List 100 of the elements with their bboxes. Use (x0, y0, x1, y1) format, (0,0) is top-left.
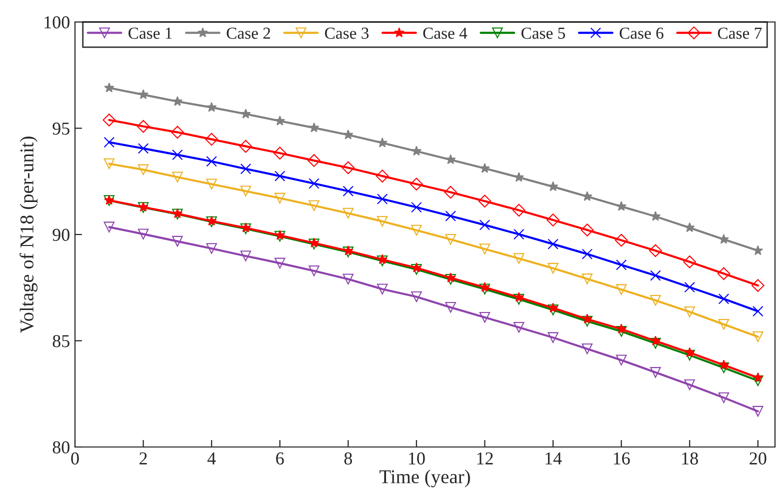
point (717, 267, 730, 280)
point (274, 116, 286, 126)
point (752, 245, 764, 256)
point (138, 228, 149, 240)
point (444, 186, 458, 199)
point (411, 202, 422, 213)
point (308, 265, 320, 276)
point (616, 201, 626, 211)
point (172, 172, 183, 183)
x-tick-label: 14 (546, 452, 562, 464)
point (614, 234, 628, 247)
point (616, 326, 627, 337)
point (548, 238, 558, 250)
x-tick-label: 0 (71, 452, 79, 465)
point (718, 294, 730, 304)
point (445, 302, 456, 313)
point (650, 211, 661, 221)
point (548, 262, 558, 274)
x-tick-label: 2 (140, 452, 147, 464)
point (514, 292, 524, 302)
point (172, 236, 183, 247)
x-tick-label: 8 (344, 452, 352, 465)
point (206, 156, 217, 167)
point (582, 274, 593, 284)
point (342, 161, 355, 174)
point (650, 336, 661, 346)
point (138, 89, 148, 100)
point (684, 350, 696, 361)
point (752, 375, 764, 386)
legend-label: Case 6 (620, 28, 664, 39)
point (616, 260, 627, 270)
point (239, 140, 252, 153)
point (718, 392, 730, 404)
point (582, 316, 593, 327)
point (138, 143, 149, 154)
x-tick-label: 18 (682, 452, 698, 465)
point (616, 354, 627, 366)
y-axis-title: Voltage of N18 (per-unit) (20, 136, 38, 333)
point (240, 186, 252, 197)
point (752, 406, 764, 417)
point (273, 146, 286, 160)
point (376, 216, 388, 227)
point (206, 243, 217, 254)
x-tick-label: 20 (750, 452, 766, 465)
point (546, 214, 560, 226)
point (616, 324, 626, 334)
legend-label: Case 4 (423, 28, 468, 39)
point (650, 338, 661, 349)
point (582, 343, 593, 354)
point (445, 154, 456, 164)
point (480, 282, 490, 292)
point (445, 234, 456, 245)
point (649, 244, 662, 258)
point (718, 360, 729, 370)
point (172, 149, 183, 160)
point (752, 279, 764, 292)
point (445, 272, 456, 282)
point (411, 262, 422, 272)
point (650, 294, 661, 306)
point (206, 178, 217, 190)
point (377, 138, 388, 148)
point (104, 136, 115, 148)
point (514, 322, 524, 333)
y-tick-label: 80 (52, 441, 70, 454)
point (104, 222, 115, 232)
point (479, 284, 490, 294)
point (136, 120, 150, 133)
point (171, 126, 184, 139)
legend-label: Case 3 (325, 28, 369, 39)
point (308, 154, 320, 167)
x-tick-label: 16 (614, 452, 630, 465)
legend-label: Case 7 (718, 28, 762, 39)
point (411, 224, 422, 236)
point (512, 204, 526, 217)
point (206, 102, 217, 112)
point (104, 82, 114, 92)
point (718, 319, 730, 330)
point (514, 228, 524, 240)
point (582, 314, 592, 324)
point (274, 192, 286, 204)
point (445, 274, 456, 285)
legend-label: Case 5 (521, 28, 566, 39)
point (104, 158, 115, 170)
point (342, 186, 354, 197)
x-tick-label: 6 (276, 452, 284, 465)
point (684, 379, 696, 390)
x-tick-label: 4 (207, 452, 216, 464)
point (240, 163, 252, 174)
point (308, 200, 320, 211)
point (376, 284, 388, 294)
point (411, 146, 422, 156)
point (308, 178, 320, 189)
point (172, 96, 183, 106)
point (410, 178, 423, 191)
point (684, 282, 696, 293)
point (138, 164, 149, 176)
point (411, 264, 422, 275)
y-tick-label: 85 (52, 335, 70, 348)
y-tick-label: 90 (52, 228, 70, 241)
point (718, 234, 729, 244)
